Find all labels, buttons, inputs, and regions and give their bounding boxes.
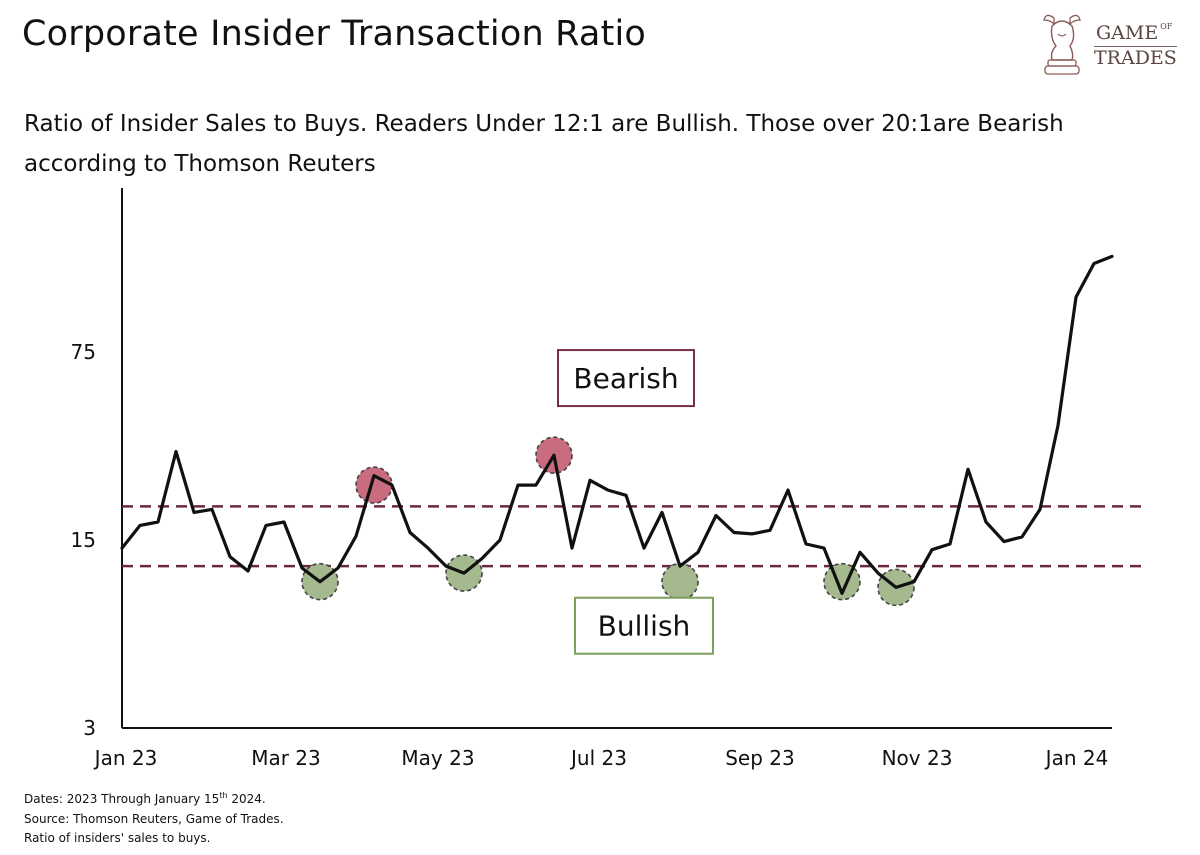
bullish-zone-label: Bullish [598, 610, 691, 643]
logo-text-game: GAME OF [1096, 22, 1173, 44]
y-tick-label-15: 15 [71, 528, 96, 552]
bearish-highlight-marker-1 [355, 466, 393, 504]
x-tick-label-jan-23: Jan 23 [93, 746, 158, 770]
page-title: Corporate Insider Transaction Ratio [22, 14, 647, 54]
bullish-zone-box [574, 596, 714, 655]
footnote-dates: Dates: 2023 Through January 15th 2024. [24, 791, 266, 806]
x-tick-label-jan-24: Jan 24 [1044, 746, 1109, 770]
x-tick-label-may-23: May 23 [401, 746, 474, 770]
footnote-note: Ratio of insiders' sales to buys. [24, 831, 211, 845]
bearish-zone-box [557, 349, 695, 408]
y-tick-label-75: 75 [71, 340, 96, 364]
insider-ratio-line [120, 254, 1114, 595]
x-tick-label-jul-23: Jul 23 [569, 746, 627, 770]
x-tick-label-sep-23: Sep 23 [725, 746, 795, 770]
footnotes: Dates: 2023 Through January 15th 2024. S… [24, 786, 284, 849]
chart-subtitle: Ratio of Insider Sales to Buys. Readers … [24, 111, 1064, 177]
y-tick-label-3: 3 [83, 716, 96, 740]
game-of-trades-logo: GAME OF TRADES [1040, 8, 1190, 82]
bearish-zone-label: Bearish [573, 362, 678, 395]
logo-text-trades: TRADES [1094, 46, 1177, 69]
x-tick-label-nov-23: Nov 23 [882, 746, 953, 770]
footnote-source: Source: Thomson Reuters, Game of Trades. [24, 811, 284, 826]
bull-chess-knight-icon [1043, 14, 1081, 75]
x-tick-label-mar-23: Mar 23 [251, 746, 321, 770]
bullish-highlight-marker-5 [661, 562, 699, 601]
